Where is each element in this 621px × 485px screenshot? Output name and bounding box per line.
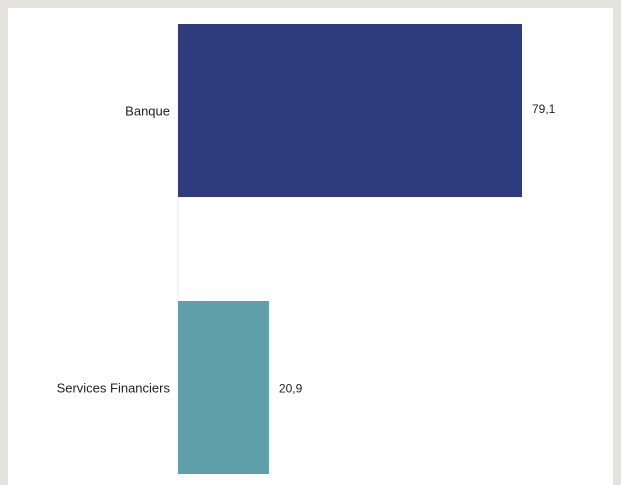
value-label: 79,1: [532, 102, 556, 116]
bar-services-financiers: [178, 301, 269, 474]
category-label: Banque: [125, 104, 170, 119]
value-label: 20,9: [279, 382, 303, 396]
bars-group: [178, 24, 522, 474]
bar-banque: [178, 24, 522, 197]
category-labels: Banque Services Financiers: [57, 104, 171, 396]
value-labels: 79,1 20,9: [279, 102, 556, 396]
bar-chart: Banque Services Financiers 79,1 20,9: [57, 24, 556, 474]
chart-panel: Banque Services Financiers 79,1 20,9: [8, 8, 613, 485]
category-label: Services Financiers: [57, 381, 171, 396]
